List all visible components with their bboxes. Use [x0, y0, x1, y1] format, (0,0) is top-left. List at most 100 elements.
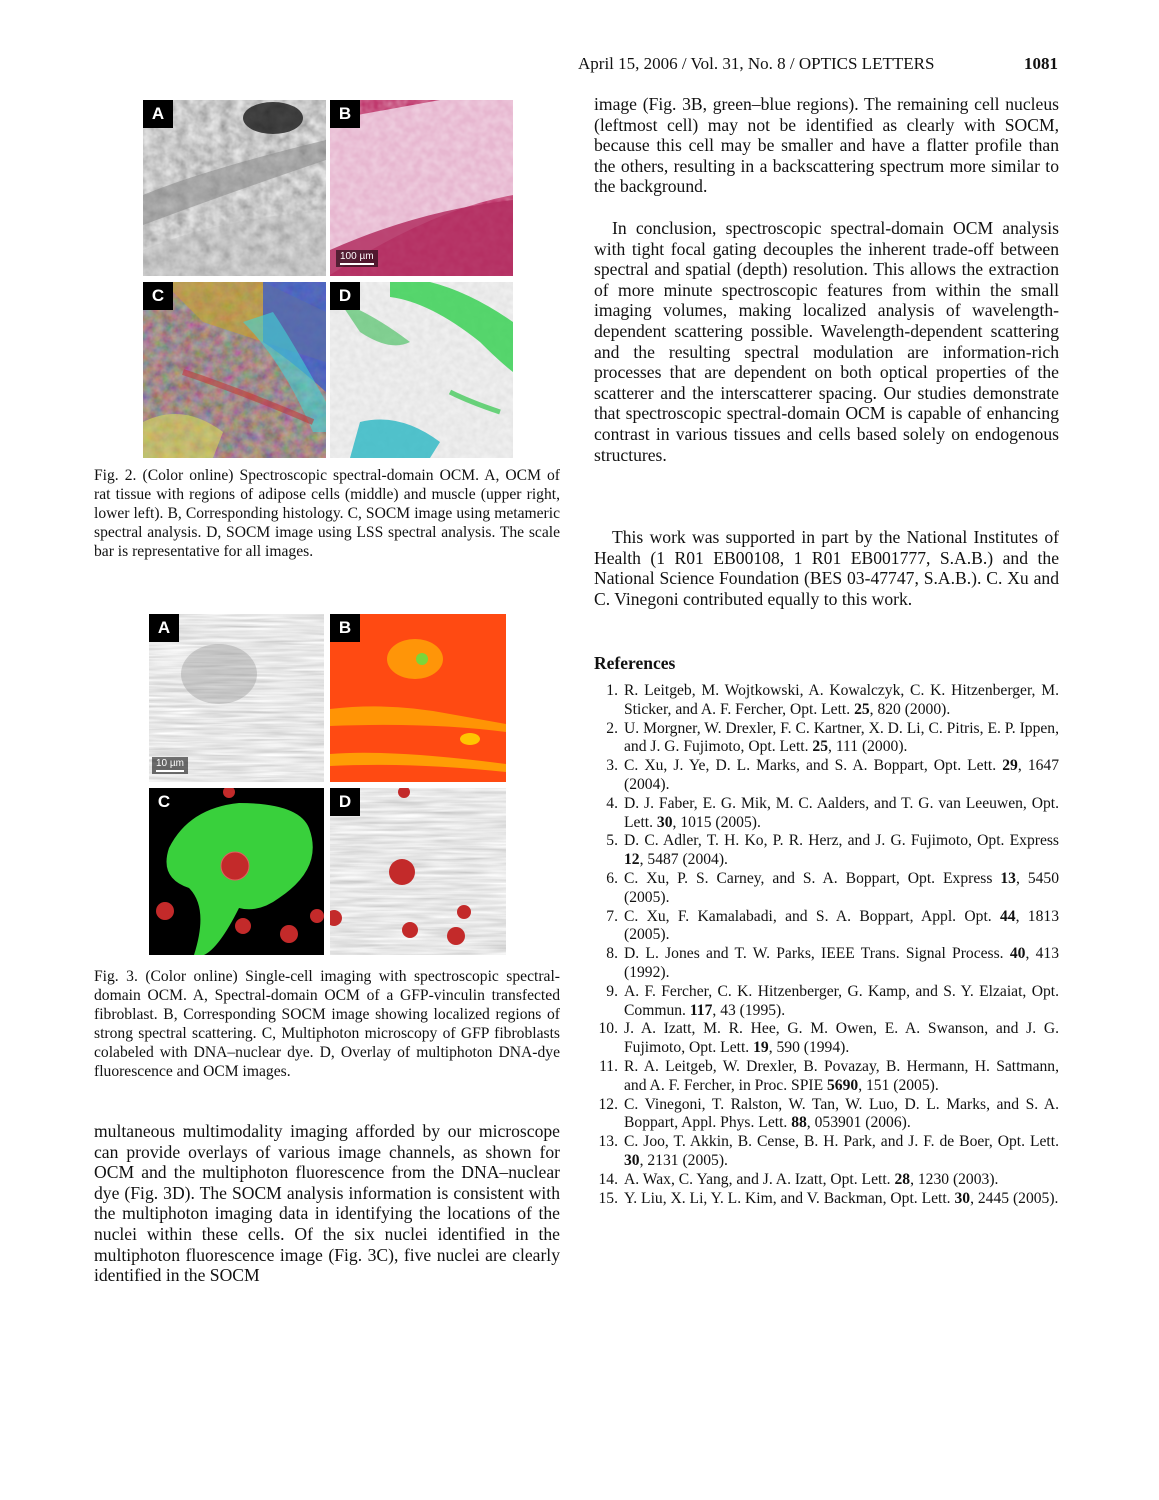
reference-text: C. Xu, J. Ye, D. L. Marks, and S. A. Bop…	[624, 757, 1003, 775]
fig3-panel-c: C	[149, 788, 324, 955]
reference-number: 1.	[606, 682, 618, 699]
reference-text: C. Vinegoni, T. Ralston, W. Tan, W. Luo,…	[624, 1095, 1059, 1132]
fig2-scale-bar-line	[340, 263, 374, 265]
reference-pages: , 053901 (2006).	[806, 1114, 911, 1132]
fig3-caption: Fig. 3. (Color online) Single-cell imagi…	[94, 968, 560, 1080]
reference-volume: 44	[1000, 907, 1016, 925]
reference-volume: 30	[656, 813, 673, 831]
reference-volume: 30	[624, 1151, 640, 1169]
reference-item: 9. A. F. Fercher, C. K. Hitzenberger, G. …	[594, 983, 1059, 1021]
fig3-panel-a-image	[149, 614, 324, 782]
fig3-panel-d-label: D	[330, 788, 360, 816]
reference-number: 8.	[606, 945, 618, 963]
reference-volume: 25	[854, 700, 870, 718]
reference-number: 13.	[598, 1133, 619, 1151]
reference-pages: , 5450 (2005).	[624, 869, 1060, 906]
reference-item: 8. D. L. Jones and T. W. Parks, IEEE Tran…	[594, 945, 1059, 983]
reference-text: A. Wax, C. Yang, and J. A. Izatt, Opt. L…	[624, 1170, 895, 1188]
reference-text: R. Leitgeb, M. Wojtkowski, A. Kowalczyk,…	[624, 682, 1059, 718]
reference-volume: 25	[812, 738, 829, 756]
fig3-panel-b-label: B	[330, 614, 360, 642]
reference-volume: 117	[689, 1001, 713, 1019]
running-title: April 15, 2006 / Vol. 31, No. 8 / OPTICS…	[578, 54, 935, 73]
fig2-panel-d: D	[330, 282, 513, 458]
fig2-panel-b: B 100 µm	[330, 100, 513, 276]
fig3-panel-a-label: A	[149, 614, 179, 642]
reference-item: 15. Y. Liu, X. Li, Y. L. Kim, and V. Back…	[594, 1190, 1059, 1209]
reference-pages: , 820 (2000).	[869, 700, 951, 718]
fig2-panel-a-label: A	[143, 100, 173, 128]
reference-number: 12.	[598, 1095, 619, 1113]
reference-pages: , 1647 (2004).	[624, 757, 1060, 793]
reference-item: 3. C. Xu, J. Ye, D. L. Marks, and S. A. B…	[594, 757, 1059, 795]
acknowledgment: This work was supported in part by the N…	[594, 527, 1059, 609]
reference-text: C. Joo, T. Akkin, B. Cense, B. H. Park, …	[624, 1133, 1059, 1151]
reference-text: U. Morgner, W. Drexler, F. C. Kartner, X…	[624, 719, 1059, 756]
fig3-panel-b-image	[330, 614, 506, 782]
reference-number: 7.	[606, 907, 618, 925]
reference-volume: 19	[753, 1039, 769, 1057]
reference-item: 1. R. Leitgeb, M. Wojtkowski, A. Kowalczy…	[594, 682, 1059, 720]
reference-volume: 28	[894, 1170, 911, 1188]
reference-text: Y. Liu, X. Li, Y. L. Kim, and V. Backman…	[624, 1189, 955, 1207]
reference-pages: , 43 (1995).	[712, 1001, 786, 1019]
reference-pages: , 2445 (2005).	[970, 1189, 1059, 1207]
fig2-caption: Fig. 2. (Color online) Spectroscopic spe…	[94, 467, 560, 560]
reference-text: J. A. Izatt, M. R. Hee, G. M. Owen, E. A…	[624, 1020, 1059, 1057]
reference-pages: , 1015 (2005).	[672, 813, 761, 831]
reference-pages: , 151 (2005).	[858, 1076, 939, 1094]
reference-text: A. F. Fercher, C. K. Hitzenberger, G. Ka…	[624, 982, 1059, 1019]
fig2-scale-bar-label: 100 µm	[340, 251, 374, 262]
reference-pages: , 111 (2000).	[828, 738, 908, 756]
fig3-scale-bar-label: 10 µm	[156, 758, 184, 769]
reference-pages: , 5487 (2004).	[639, 851, 728, 869]
reference-text: D. C. Adler, T. H. Ko, P. R. Herz, and J…	[624, 832, 1059, 850]
fig3-panel-c-label: C	[149, 788, 179, 816]
fig3-panel-b: B	[330, 614, 506, 782]
reference-item: 7. C. Xu, F. Kamalabadi, and S. A. Boppar…	[594, 908, 1059, 946]
reference-volume: 12	[624, 851, 640, 869]
reference-item: 13. C. Joo, T. Akkin, B. Cense, B. H. Par…	[594, 1133, 1060, 1171]
fig3-panel-a: A 10 µm	[149, 614, 324, 782]
fig2-panel-c: C	[143, 282, 326, 458]
reference-item: 11. R. A. Leitgeb, W. Drexler, B. Povazay…	[594, 1058, 1059, 1096]
reference-volume: 29	[1002, 757, 1018, 775]
running-header: April 15, 2006 / Vol. 31, No. 8 / OPTICS…	[578, 54, 1058, 78]
right-column-paragraph-1: image (Fig. 3B, green–blue regions). The…	[594, 94, 1059, 197]
reference-item: 14. A. Wax, C. Yang, and J. A. Izatt, Opt…	[594, 1171, 1059, 1190]
reference-number: 11.	[599, 1057, 618, 1075]
reference-item: 12. C. Vinegoni, T. Ralston, W. Tan, W. L…	[594, 1095, 1060, 1134]
reference-pages: , 1230 (2003).	[910, 1170, 999, 1188]
left-column-paragraph: multaneous multimodality imaging afforde…	[94, 1121, 560, 1286]
fig2-panel-c-image	[143, 282, 326, 458]
reference-volume: 5690	[827, 1076, 859, 1094]
reference-number: 10.	[598, 1020, 619, 1038]
reference-item: 6. C. Xu, P. S. Carney, and S. A. Boppart…	[594, 870, 1059, 908]
fig2-panel-d-image	[330, 282, 513, 458]
reference-volume: 30	[954, 1189, 971, 1207]
reference-number: 9.	[606, 982, 618, 1000]
reference-item: 10. J. A. Izatt, M. R. Hee, G. M. Owen, E…	[594, 1020, 1060, 1058]
reference-text: D. L. Jones and T. W. Parks, IEEE Trans.…	[624, 945, 1010, 963]
reference-number: 2.	[606, 719, 618, 737]
reference-pages: , 590 (1994).	[768, 1039, 850, 1057]
reference-number: 15.	[598, 1189, 619, 1207]
fig2-panel-c-label: C	[143, 282, 173, 310]
reference-text: D. J. Faber, E. G. Mik, M. C. Aalders, a…	[624, 794, 1059, 831]
right-column-paragraph-2: In conclusion, spectroscopic spectral-do…	[594, 218, 1059, 465]
reference-volume: 13	[1000, 869, 1016, 887]
reference-text: R. A. Leitgeb, W. Drexler, B. Povazay, B…	[624, 1057, 1059, 1094]
reference-item: 2. U. Morgner, W. Drexler, F. C. Kartner,…	[594, 720, 1059, 758]
reference-number: 3.	[606, 757, 618, 775]
reference-item: 4. D. J. Faber, E. G. Mik, M. C. Aalders,…	[594, 795, 1059, 833]
reference-pages: , 2131 (2005).	[639, 1151, 728, 1169]
fig2-panel-b-label: B	[330, 100, 360, 128]
reference-volume: 88	[791, 1114, 807, 1132]
fig2-panel-a-image	[143, 100, 326, 276]
reference-number: 6.	[606, 869, 618, 887]
fig2-scale-bar: 100 µm	[336, 250, 378, 267]
reference-volume: 40	[1009, 945, 1026, 963]
references-list: 1. R. Leitgeb, M. Wojtkowski, A. Kowalczy…	[594, 682, 1060, 1209]
reference-text: C. Xu, P. S. Carney, and S. A. Boppart, …	[624, 869, 1001, 887]
reference-pages: , 413 (1992).	[624, 945, 1059, 981]
